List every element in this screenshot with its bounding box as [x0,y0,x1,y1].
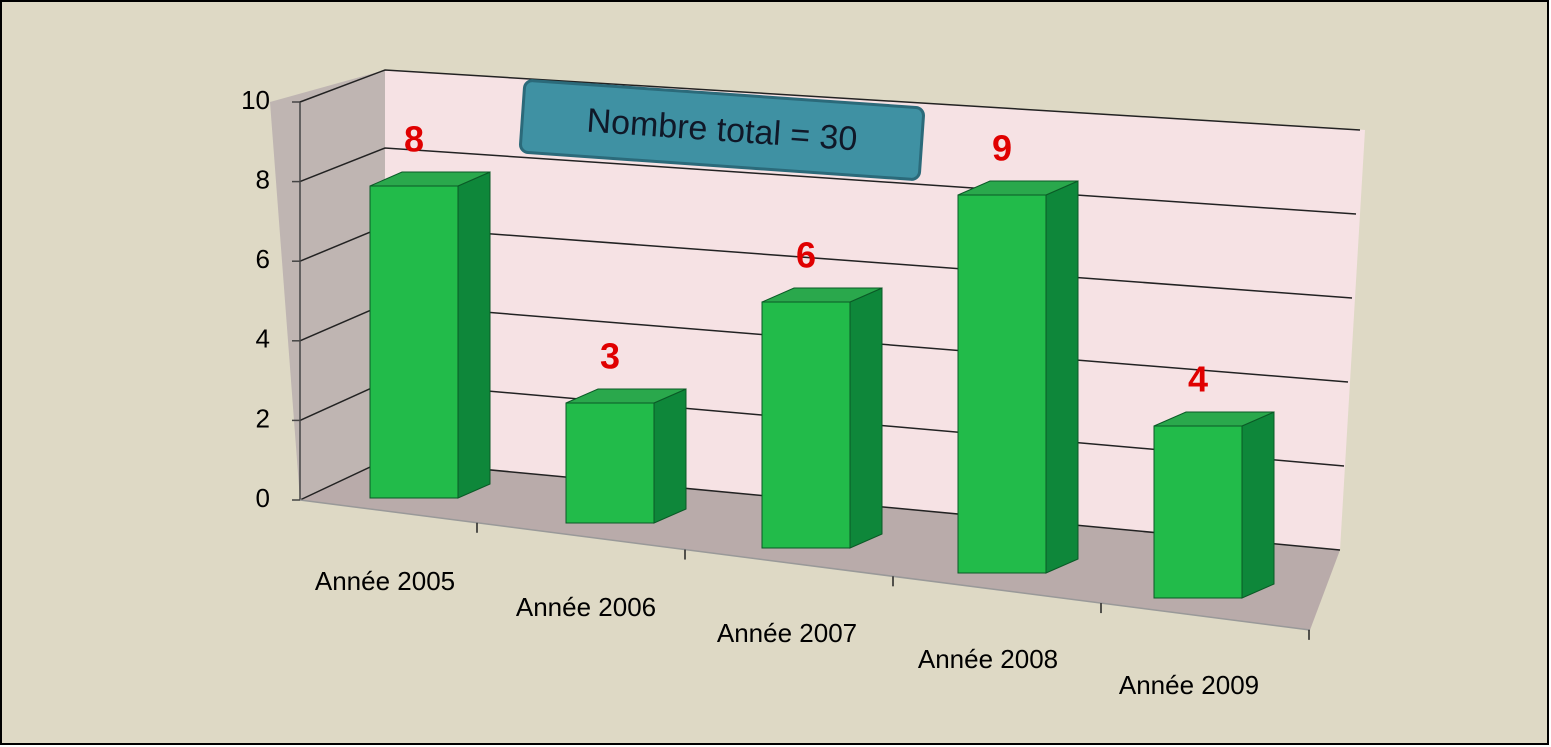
data-label: 8 [404,119,424,160]
grid-line [299,69,1361,131]
x-tick-label: Année 2007 [717,618,857,648]
x-tick-label: Année 2009 [1119,670,1259,700]
side-wall [270,70,385,500]
bar [957,194,1047,574]
y-tick-label: 4 [256,324,270,354]
data-label: 4 [1188,359,1208,400]
x-axis [299,499,1311,631]
y-tick-label: 6 [256,244,270,274]
bar-side [457,171,491,499]
bars: 8 3 6 9 4 [369,119,1275,599]
x-tick-label: Année 2008 [918,644,1058,674]
y-tick-label: 8 [256,164,270,194]
annotation: Nombre total = 30 [519,79,925,181]
data-label: 6 [796,235,816,276]
x-tick-label: Année 2006 [516,592,656,622]
data-label: 9 [992,128,1012,169]
annotation-box [519,79,925,181]
bar-side [1045,180,1079,574]
y-tick-label: 10 [241,85,270,115]
bar [369,185,459,499]
bar [565,402,655,524]
bar [761,301,851,549]
bar-side [653,388,687,524]
y-tick-label: 0 [256,483,270,513]
bar [1153,425,1243,599]
bar-side [849,287,883,549]
x-tick-label: Année 2005 [315,566,455,596]
y-tick-label: 2 [256,403,270,433]
bar-side [1241,411,1275,599]
data-label: 3 [600,336,620,377]
